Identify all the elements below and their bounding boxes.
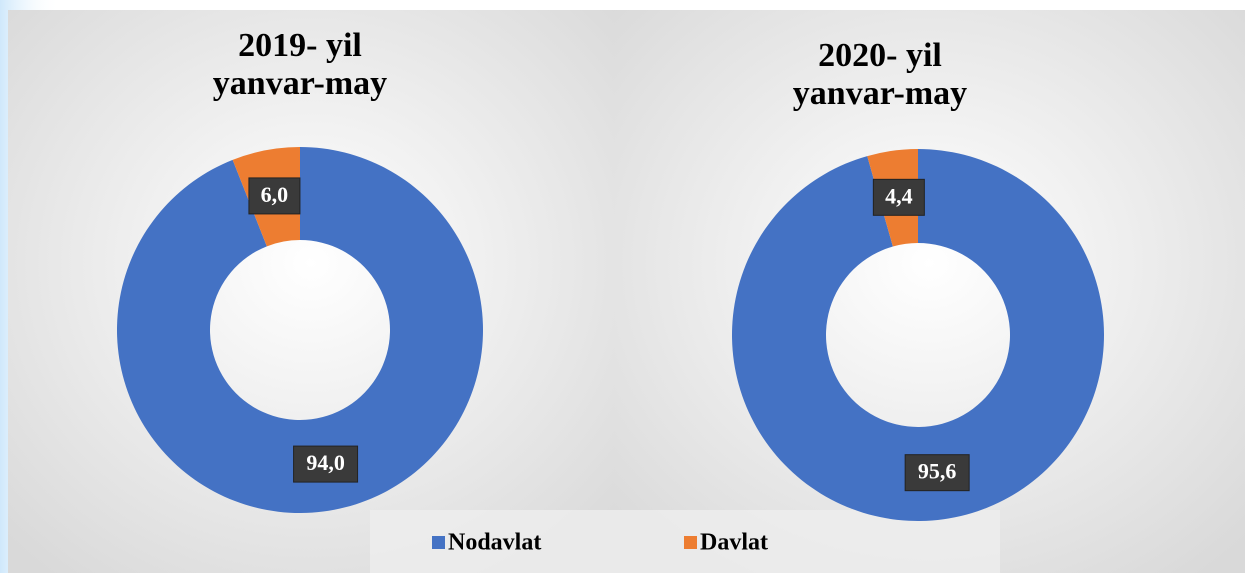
donut-slice <box>116 147 484 513</box>
chart-title: 2020- yil <box>818 37 942 74</box>
data-label: 6,0 <box>261 182 289 207</box>
legend-swatch <box>684 536 697 549</box>
chart-title: 2019- yil <box>238 27 362 64</box>
legend-swatch <box>432 536 445 549</box>
data-label-box <box>872 178 925 216</box>
data-label: 94,0 <box>306 450 345 475</box>
data-label-box <box>293 445 359 483</box>
data-label-box <box>904 454 970 492</box>
chart-title: yanvar-may <box>793 75 967 112</box>
data-label: 95,6 <box>918 459 957 484</box>
legend-label: Davlat <box>700 530 768 556</box>
donut-slice <box>732 149 1104 521</box>
data-label: 4,4 <box>885 183 913 208</box>
chart-title: yanvar-may <box>213 65 387 102</box>
legend-label: Nodavlat <box>448 530 541 556</box>
data-label-box <box>248 177 301 215</box>
